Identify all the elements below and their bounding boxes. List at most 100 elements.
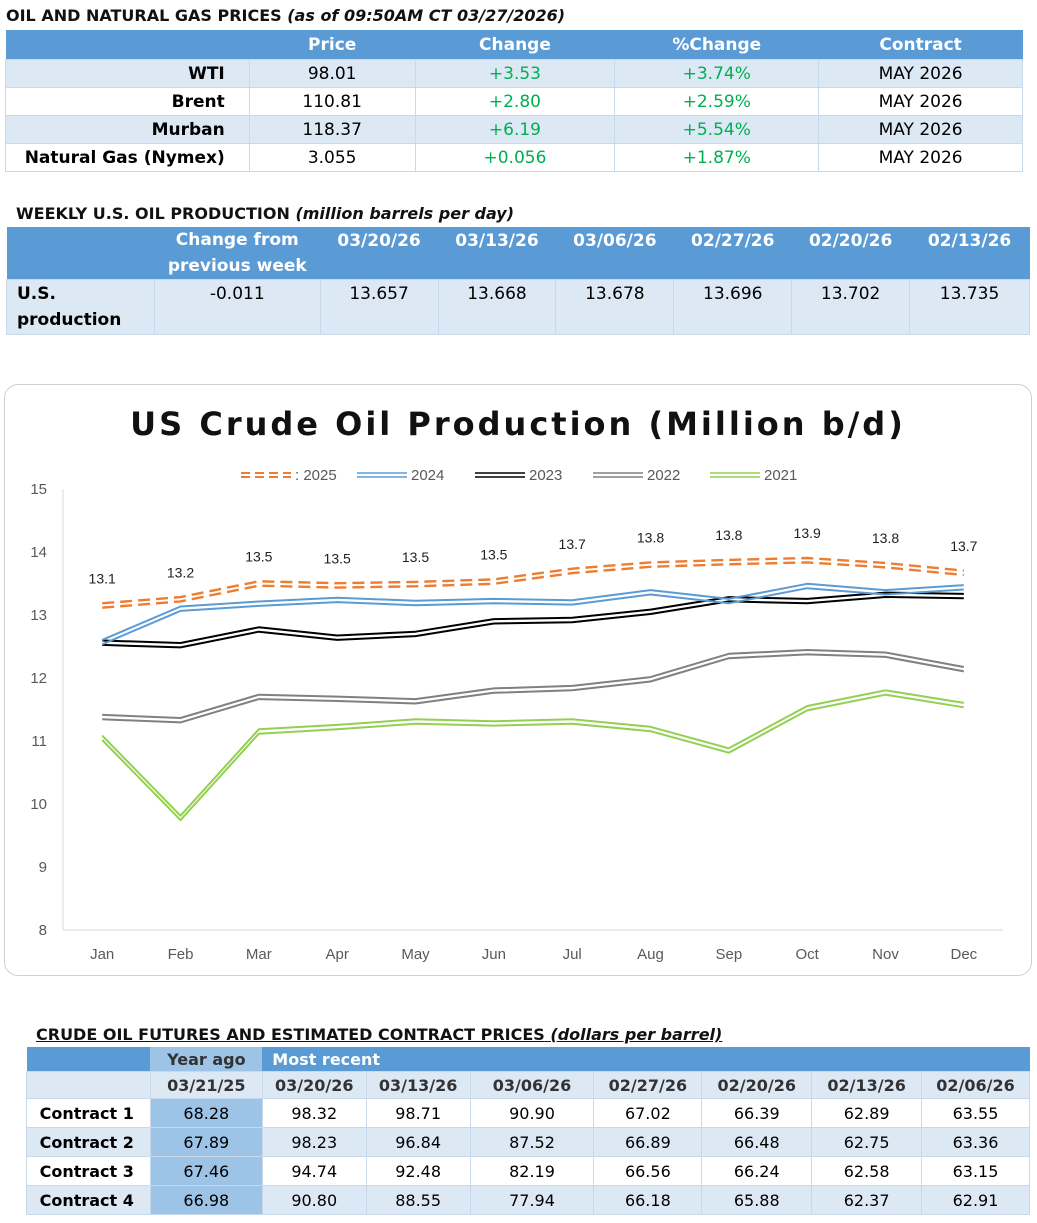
production-chart: US Crude Oil Production (Million b/d) : … xyxy=(4,384,1032,976)
data-label: 13.5 xyxy=(245,549,272,565)
chart-axes: 8 9 10 11 12 13 14 15 Jan Feb Mar Apr May Jun Jul Aug Se… xyxy=(30,481,1003,963)
x-tick-label: Dec xyxy=(950,946,977,963)
price-value: 98.01 xyxy=(248,59,416,88)
weekly-title-text: WEEKLY U.S. OIL PRODUCTION xyxy=(16,204,290,223)
y-tick-label: 8 xyxy=(39,922,47,939)
futures-value: 62.58 xyxy=(811,1156,923,1186)
futures-date: 03/06/26 xyxy=(469,1071,595,1099)
table-row: Natural Gas (Nymex) 3.055 +0.056 +1.87% … xyxy=(5,143,1023,172)
y-tick-label: 12 xyxy=(30,670,47,687)
futures-header-row: Year ago Most recent xyxy=(26,1047,1030,1072)
commodity-name: Murban xyxy=(5,115,250,144)
change-value: +6.19 xyxy=(414,115,616,144)
futures-value: 66.89 xyxy=(593,1127,703,1157)
futures-value: 62.37 xyxy=(811,1185,923,1215)
futures-value: 92.48 xyxy=(365,1156,471,1186)
legend-item: : 2025 xyxy=(241,467,337,484)
weekly-value: 13.657 xyxy=(319,279,439,335)
futures-value: 62.89 xyxy=(811,1098,923,1128)
futures-value: 98.23 xyxy=(261,1127,367,1157)
table-row: Contract 3 67.46 94.74 92.48 82.19 66.56… xyxy=(26,1156,1030,1186)
data-label: 13.8 xyxy=(637,530,664,546)
y-tick-label: 13 xyxy=(30,607,47,624)
year-ago-value: 67.46 xyxy=(149,1156,263,1186)
prices-header-blank xyxy=(6,30,250,60)
series-line-2021 xyxy=(101,689,964,817)
change-value: +3.53 xyxy=(414,59,616,88)
legend-item: 2022 xyxy=(593,467,680,484)
table-row: Murban 118.37 +6.19 +5.54% MAY 2026 xyxy=(5,115,1023,144)
futures-value: 88.55 xyxy=(365,1185,471,1215)
legend-label: 2023 xyxy=(529,467,562,484)
futures-value: 66.39 xyxy=(701,1098,813,1128)
change-value: +2.80 xyxy=(414,87,616,116)
weekly-header-row: Change from previous week 03/20/26 03/13… xyxy=(6,227,1030,280)
futures-value: 66.24 xyxy=(701,1156,813,1186)
change-value: +0.056 xyxy=(414,143,616,172)
legend-label: 2024 xyxy=(411,467,444,484)
futures-header-blank xyxy=(26,1047,151,1072)
data-label: 13.8 xyxy=(872,530,899,546)
weekly-header-date: 03/06/26 xyxy=(573,231,657,251)
series-line-2024 xyxy=(101,582,964,641)
price-value: 3.055 xyxy=(248,143,416,172)
chart-data-labels: 13.1 13.2 13.5 13.5 13.5 13.5 13.7 13.8 13.8 13.9… xyxy=(89,525,978,586)
data-label: 13.7 xyxy=(559,536,586,552)
year-ago-date: 03/21/25 xyxy=(149,1071,263,1099)
weekly-value: 13.702 xyxy=(791,279,911,335)
data-label: 13.7 xyxy=(950,538,977,554)
data-label: 13.5 xyxy=(480,547,507,563)
x-tick-label: Aug xyxy=(637,946,664,963)
weekly-value: 13.696 xyxy=(673,279,793,335)
table-row: Contract 1 68.28 98.32 98.71 90.90 67.02… xyxy=(26,1098,1030,1128)
data-label: 13.5 xyxy=(402,549,429,565)
futures-subtitle: (dollars per barrel) xyxy=(550,1025,723,1044)
futures-date-blank xyxy=(26,1071,151,1099)
pct-change-value: +5.54% xyxy=(614,115,820,144)
series-line-2023 xyxy=(102,591,964,644)
prices-title: OIL AND NATURAL GAS PRICES (as of 09:50A… xyxy=(6,6,565,25)
pct-change-value: +1.87% xyxy=(614,143,820,172)
legend-label: : 2025 xyxy=(295,467,337,484)
y-tick-label: 15 xyxy=(30,481,47,498)
futures-value: 63.36 xyxy=(921,1127,1030,1157)
y-tick-label: 14 xyxy=(30,544,47,561)
weekly-header-blank xyxy=(7,227,155,280)
chart-title: US Crude Oil Production (Million b/d) xyxy=(130,405,906,443)
series-line-2025 xyxy=(102,561,964,609)
weekly-value: 13.668 xyxy=(437,279,557,335)
futures-value: 90.80 xyxy=(261,1185,367,1215)
legend-item: 2023 xyxy=(475,467,562,484)
series-line-2025 xyxy=(102,556,964,605)
table-row: WTI 98.01 +3.53 +3.74% MAY 2026 xyxy=(5,59,1023,88)
futures-title: CRUDE OIL FUTURES AND ESTIMATED CONTRACT… xyxy=(36,1025,722,1044)
futures-value: 66.48 xyxy=(701,1127,813,1157)
contract-label: Contract 4 xyxy=(26,1185,151,1215)
prices-title-text: OIL AND NATURAL GAS PRICES xyxy=(6,6,282,25)
prices-header-change: Change xyxy=(479,34,551,55)
chart-series xyxy=(101,556,964,822)
pct-change-value: +2.59% xyxy=(614,87,820,116)
prices-header-pct: %Change xyxy=(672,34,762,55)
weekly-table: Change from previous week 03/20/26 03/13… xyxy=(6,227,1030,335)
series-line-2021 xyxy=(101,693,964,822)
legend-label: 2022 xyxy=(647,467,680,484)
data-label: 13.9 xyxy=(794,525,821,541)
price-value: 118.37 xyxy=(248,115,416,144)
contract-label: Contract 1 xyxy=(26,1098,151,1128)
prices-header-row: Price Change %Change Contract xyxy=(5,30,1023,60)
commodity-name: WTI xyxy=(5,59,250,88)
x-tick-label: Jul xyxy=(563,946,582,963)
futures-value: 66.18 xyxy=(593,1185,703,1215)
data-label: 13.2 xyxy=(167,564,194,580)
x-tick-label: Apr xyxy=(325,946,348,963)
contract-label: Contract 2 xyxy=(26,1127,151,1157)
commodity-name: Brent xyxy=(5,87,250,116)
futures-value: 62.91 xyxy=(921,1185,1030,1215)
prices-header-contract: Contract xyxy=(879,34,962,55)
year-ago-value: 66.98 xyxy=(149,1185,263,1215)
most-recent-header: Most recent xyxy=(262,1047,1030,1072)
futures-value: 62.75 xyxy=(811,1127,923,1157)
x-tick-label: Jun xyxy=(482,946,506,963)
contract-value: MAY 2026 xyxy=(818,59,1023,88)
